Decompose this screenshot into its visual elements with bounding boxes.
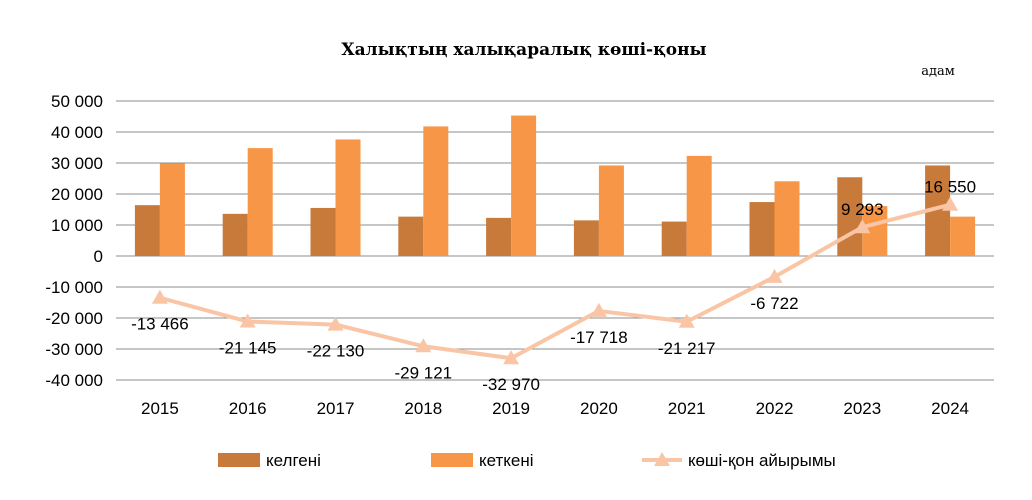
x-tick-label: 2023 bbox=[843, 399, 881, 418]
difference-point-marker bbox=[327, 316, 344, 331]
y-axis-ticks: 50 000 40 000 30 000 20 000 10 000 0 -10 000 -2… bbox=[45, 92, 103, 390]
difference-data-label: 16 550 bbox=[924, 178, 976, 197]
difference-point-marker bbox=[590, 302, 607, 317]
difference-point-marker bbox=[854, 219, 871, 234]
bars bbox=[134, 115, 976, 256]
difference-data-label: -21 217 bbox=[658, 339, 716, 358]
unit-label: адам bbox=[921, 64, 955, 79]
legend-swatch-kelgeni bbox=[218, 453, 260, 467]
legend-label-kelgeni: келгені bbox=[266, 451, 321, 470]
difference-line bbox=[151, 196, 959, 365]
difference-point-marker bbox=[678, 313, 695, 328]
y-tick-label: -40 000 bbox=[45, 371, 103, 390]
legend-item-kelgeni: келгені bbox=[218, 451, 321, 470]
bar-ketkeni bbox=[774, 181, 800, 256]
y-tick-label: 20 000 bbox=[51, 185, 103, 204]
legend: келгені кеткені көші-қон айырымы bbox=[218, 451, 836, 470]
y-tick-label: 0 bbox=[94, 247, 103, 266]
x-tick-label: 2016 bbox=[229, 399, 267, 418]
y-tick-label: 30 000 bbox=[51, 154, 103, 173]
x-tick-label: 2019 bbox=[492, 399, 530, 418]
x-tick-label: 2022 bbox=[756, 399, 794, 418]
x-tick-label: 2017 bbox=[317, 399, 355, 418]
x-tick-label: 2021 bbox=[668, 399, 706, 418]
legend-item-difference: көші-қон айырымы bbox=[642, 451, 836, 470]
legend-marker-difference bbox=[654, 452, 670, 466]
legend-swatch-ketkeni bbox=[431, 453, 473, 467]
legend-label-ketkeni: кеткені bbox=[479, 451, 534, 470]
bar-ketkeni bbox=[950, 216, 976, 256]
chart-title: Халықтың халықаралық көші-қоны bbox=[341, 40, 706, 60]
bar-ketkeni bbox=[247, 148, 273, 256]
bar-kelgeni bbox=[573, 220, 599, 256]
bar-ketkeni bbox=[159, 163, 185, 256]
y-tick-label: -10 000 bbox=[45, 278, 103, 297]
bar-kelgeni bbox=[398, 216, 424, 256]
difference-point-marker bbox=[942, 196, 959, 211]
difference-point-marker bbox=[766, 268, 783, 283]
y-tick-label: 10 000 bbox=[51, 216, 103, 235]
data-labels: -13 466 -21 145 -22 130 -29 121 -32 970 -17 7… bbox=[131, 178, 976, 395]
difference-line-path bbox=[159, 202, 951, 361]
difference-data-label: -32 970 bbox=[482, 375, 540, 394]
legend-label-difference: көші-қон айырымы bbox=[688, 451, 836, 470]
x-axis-ticks: 2015 2016 2017 2018 2019 2020 2021 2022 2023 2024 bbox=[141, 399, 969, 418]
y-tick-label: 50 000 bbox=[51, 92, 103, 111]
difference-data-label: -22 130 bbox=[307, 342, 365, 361]
bar-kelgeni bbox=[486, 217, 512, 256]
y-tick-label: -20 000 bbox=[45, 309, 103, 328]
legend-item-ketkeni: кеткені bbox=[431, 451, 534, 470]
difference-data-label: 9 293 bbox=[841, 200, 884, 219]
x-tick-label: 2015 bbox=[141, 399, 179, 418]
y-tick-label: -30 000 bbox=[45, 340, 103, 359]
x-tick-label: 2024 bbox=[931, 399, 969, 418]
bar-kelgeni bbox=[837, 177, 863, 256]
bar-kelgeni bbox=[749, 202, 775, 256]
x-tick-label: 2020 bbox=[580, 399, 618, 418]
difference-data-label: -17 718 bbox=[570, 328, 628, 347]
difference-point-marker bbox=[151, 289, 168, 304]
difference-point-marker bbox=[415, 338, 432, 353]
difference-data-label: -13 466 bbox=[131, 315, 189, 334]
bar-kelgeni bbox=[134, 205, 160, 256]
difference-point-marker bbox=[239, 313, 256, 328]
difference-point-marker bbox=[503, 350, 520, 365]
bar-ketkeni bbox=[598, 165, 624, 256]
bar-kelgeni bbox=[310, 207, 336, 256]
bar-kelgeni bbox=[222, 213, 248, 256]
bar-kelgeni bbox=[661, 221, 687, 256]
x-tick-label: 2018 bbox=[404, 399, 442, 418]
difference-data-label: -29 121 bbox=[394, 363, 452, 382]
bar-ketkeni bbox=[686, 155, 712, 256]
bar-ketkeni bbox=[511, 115, 537, 256]
bar-ketkeni bbox=[423, 126, 449, 256]
y-tick-label: 40 000 bbox=[51, 123, 103, 142]
difference-data-label: -6 722 bbox=[750, 294, 798, 313]
difference-data-label: -21 145 bbox=[219, 339, 277, 358]
bar-ketkeni bbox=[335, 139, 361, 256]
